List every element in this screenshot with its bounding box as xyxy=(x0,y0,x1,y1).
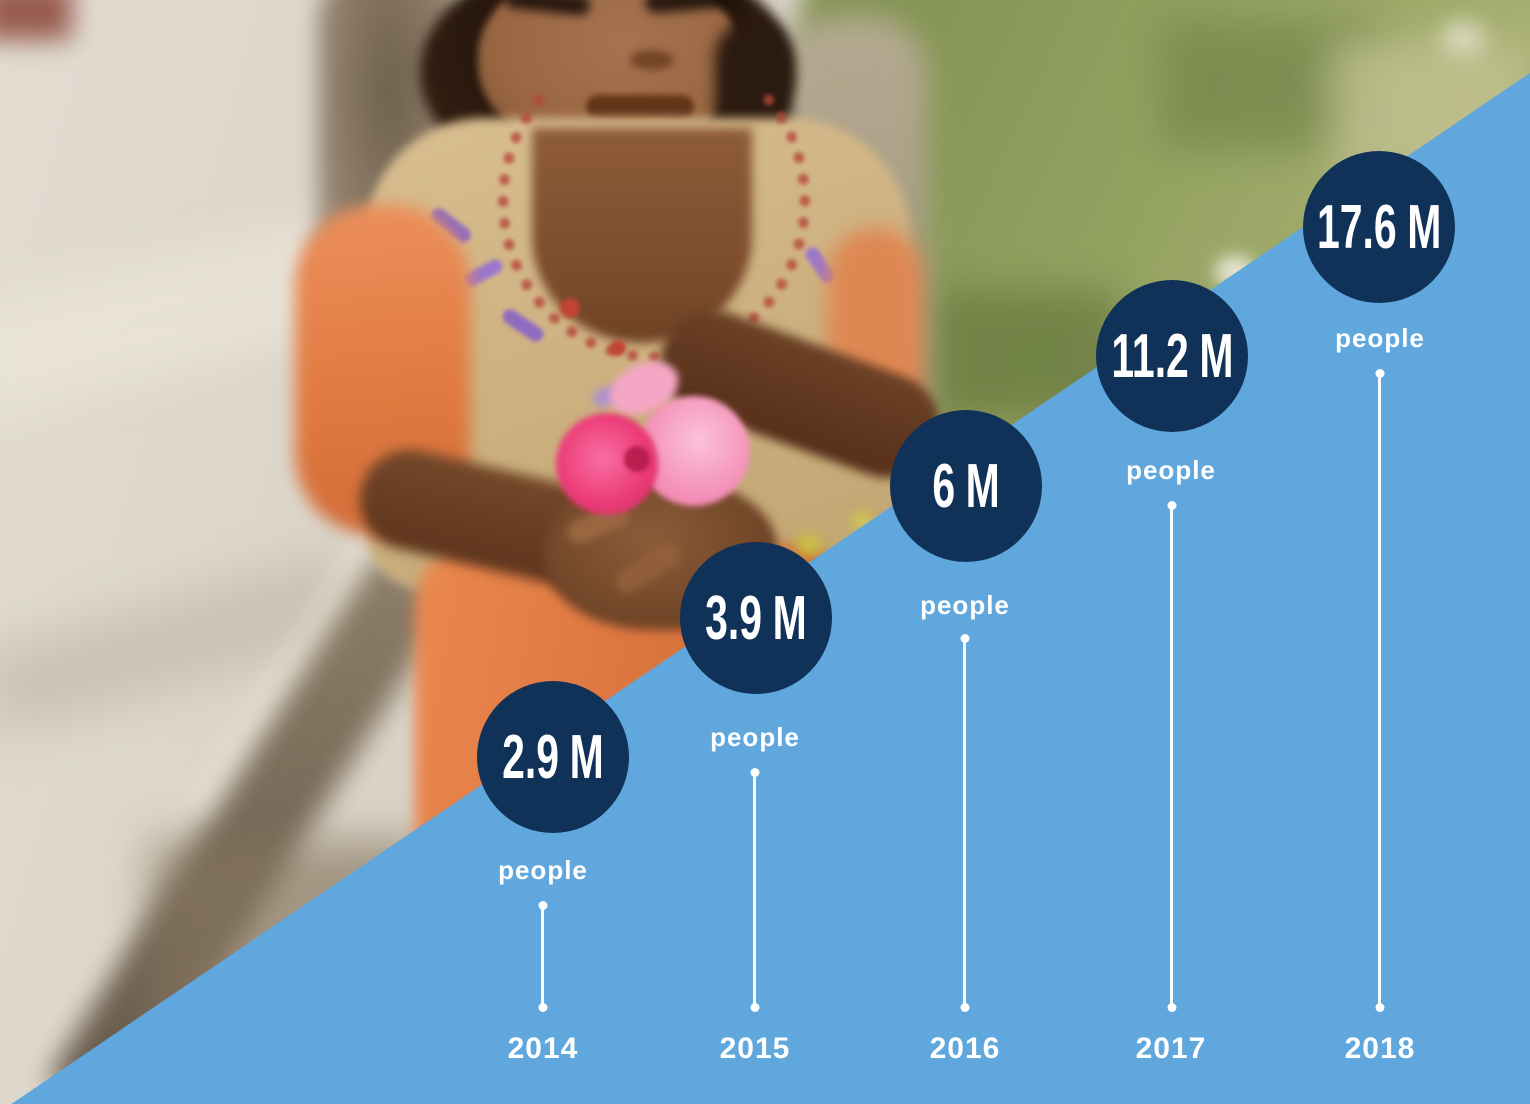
value-text: 17.6 xyxy=(1316,192,1397,262)
people-label: people xyxy=(1335,323,1425,353)
connector-line xyxy=(541,905,544,1008)
value-bubble: 3.9 M xyxy=(680,542,832,694)
value-text: 2.9 xyxy=(502,722,560,792)
value-bubble: 17.6 M xyxy=(1303,151,1455,303)
connector-line xyxy=(1378,373,1381,1008)
value-unit: M xyxy=(772,583,807,653)
grass-yellow-flower-1 xyxy=(796,534,822,556)
value-label: 11.2 M xyxy=(1111,321,1233,392)
value-label: 2.9 M xyxy=(502,722,604,793)
value-unit: M xyxy=(965,451,1000,521)
year-label: 2016 xyxy=(929,1032,1001,1065)
year-label: 2015 xyxy=(719,1032,791,1065)
value-text: 6 xyxy=(932,451,956,521)
people-label: people xyxy=(498,855,588,885)
connector-line xyxy=(963,638,966,1008)
value-label: 3.9 M xyxy=(705,583,807,654)
flower-light-pink xyxy=(638,396,750,506)
year-label: 2017 xyxy=(1135,1032,1207,1065)
year-label: 2018 xyxy=(1344,1032,1416,1065)
value-unit: M xyxy=(1407,192,1442,262)
value-bubble: 2.9 M xyxy=(477,681,629,833)
connector-line xyxy=(753,772,756,1008)
blouse-neckline-embroidery xyxy=(498,40,810,362)
flower-center xyxy=(624,446,650,472)
value-bubble: 6 M xyxy=(890,410,1042,562)
value-unit: M xyxy=(569,722,604,792)
value-unit: M xyxy=(1198,321,1234,391)
people-label: people xyxy=(1126,455,1216,485)
value-text: 11.2 xyxy=(1110,321,1189,391)
grass-white-flower-2 xyxy=(1440,20,1486,56)
year-label: 2014 xyxy=(507,1032,579,1065)
value-label: 6 M xyxy=(932,451,999,522)
corner-red-blob xyxy=(0,0,72,40)
value-text: 3.9 xyxy=(705,583,763,653)
connector-line xyxy=(1170,505,1173,1008)
people-label: people xyxy=(920,590,1010,620)
value-bubble: 11.2 M xyxy=(1096,280,1248,432)
embroidery-red-dot-2 xyxy=(610,340,626,356)
embroidery-red-dot-1 xyxy=(560,298,580,318)
value-label: 17.6 M xyxy=(1317,192,1441,263)
people-label: people xyxy=(710,722,800,752)
